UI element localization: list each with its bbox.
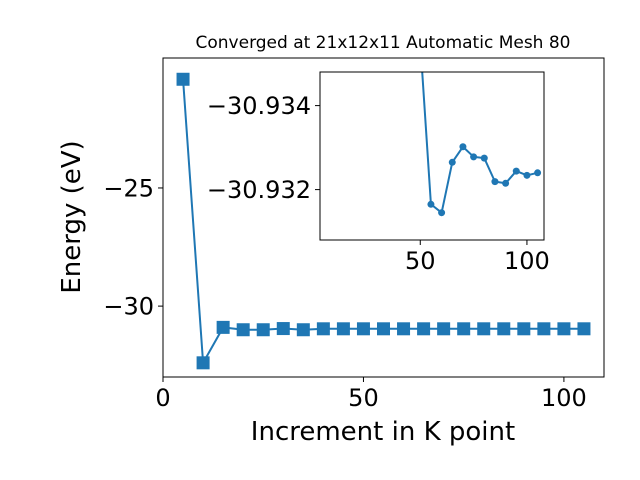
inset-background xyxy=(320,72,544,240)
inset-data-point xyxy=(502,179,510,187)
main-data-point xyxy=(497,322,511,336)
inset-data-point xyxy=(448,158,456,166)
inset-data-point xyxy=(512,167,520,175)
inset-data-point xyxy=(438,209,446,217)
main-data-point xyxy=(437,322,451,336)
inset-data-point xyxy=(480,154,488,162)
main-data-point xyxy=(457,322,471,336)
main-data-point xyxy=(296,323,310,337)
inset-series xyxy=(421,72,542,217)
inset-x-tick-label: 100 xyxy=(504,247,550,275)
main-axes: Converged at 21x12x11 Automatic Mesh 80 … xyxy=(57,33,605,447)
inset-axes: 50 100 −30.934 −30.932 xyxy=(207,71,550,275)
main-data-point xyxy=(196,356,210,370)
main-data-point xyxy=(276,322,290,336)
inset-data-point xyxy=(523,171,531,179)
main-data-point xyxy=(537,322,551,336)
main-series xyxy=(176,72,591,370)
main-data-point xyxy=(517,322,531,336)
main-data-point xyxy=(316,322,330,336)
main-data-point xyxy=(477,322,491,336)
inset-x-ticks: 50 100 xyxy=(405,240,550,275)
main-data-point xyxy=(377,322,390,336)
main-data-point xyxy=(216,320,230,334)
main-data-point xyxy=(417,322,431,336)
main-data-point xyxy=(336,322,350,336)
main-y-ticks: −25 −30 xyxy=(103,174,163,321)
inset-y-tick-label: −30.932 xyxy=(207,176,311,204)
x-axis-label: Increment in K point xyxy=(251,417,515,447)
inset-data-point xyxy=(534,169,542,177)
main-axes-frame xyxy=(162,57,605,378)
main-y-tick-label: −30 xyxy=(103,293,154,321)
main-data-point xyxy=(176,72,190,86)
main-x-tick-label: 0 xyxy=(155,384,170,412)
main-data-point xyxy=(356,322,370,336)
main-data-point xyxy=(557,322,571,336)
chart-title: Converged at 21x12x11 Automatic Mesh 80 xyxy=(196,33,571,53)
main-y-tick-label: −25 xyxy=(103,174,154,202)
inset-axes-frame xyxy=(319,71,545,241)
inset-x-tick-label: 50 xyxy=(405,247,436,275)
y-axis-label: Energy (eV) xyxy=(57,140,87,293)
main-x-tick-label: 100 xyxy=(541,384,587,412)
inset-data-point xyxy=(470,153,478,161)
main-x-ticks: 0 50 100 xyxy=(155,377,587,412)
inset-y-tick-label: −30.934 xyxy=(207,92,311,120)
main-data-point xyxy=(236,323,250,337)
main-data-point xyxy=(256,323,270,337)
main-data-point xyxy=(397,322,411,336)
inset-y-ticks: −30.934 −30.932 xyxy=(207,92,320,204)
inset-data-point xyxy=(427,200,435,208)
main-x-tick-label: 50 xyxy=(348,384,379,412)
inset-data-point xyxy=(459,143,467,151)
main-data-point xyxy=(577,322,591,336)
inset-data-point xyxy=(491,178,499,186)
